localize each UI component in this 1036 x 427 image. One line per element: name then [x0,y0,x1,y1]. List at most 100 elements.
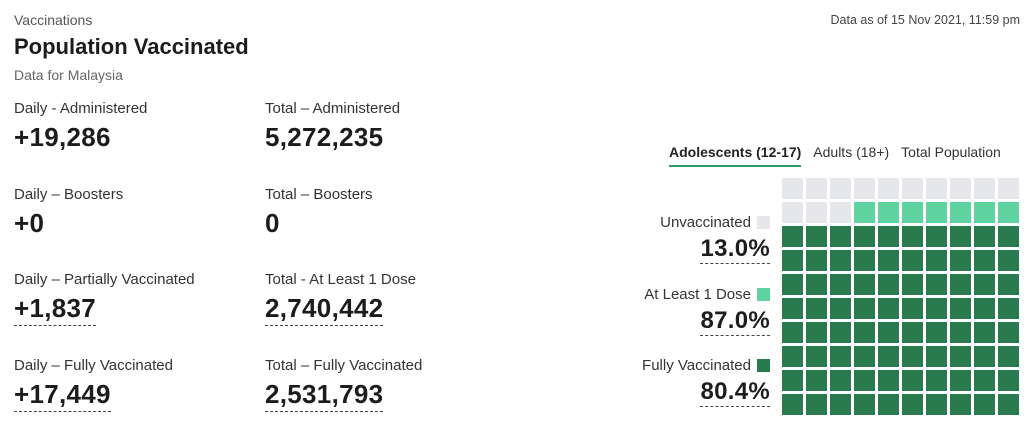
waffle-cell-fully-vaccinated [878,274,899,295]
waffle-cell-fully-vaccinated [950,370,971,391]
stat-total-administered: Total – Administered 5,272,235 [265,100,400,153]
waffle-cell-fully-vaccinated [926,298,947,319]
waffle-cell-unvaccinated [782,178,803,199]
stat-daily-fully-vaccinated: Daily – Fully Vaccinated +17,449 [14,357,173,412]
waffle-cell-fully-vaccinated [854,394,875,415]
legend-value[interactable]: 87.0% [700,307,770,336]
waffle-cell-fully-vaccinated [998,322,1019,343]
waffle-cell-fully-vaccinated [974,394,995,415]
waffle-cell-fully-vaccinated [950,250,971,271]
waffle-cell-fully-vaccinated [998,394,1019,415]
stat-label: Daily – Partially Vaccinated [14,271,195,288]
stat-daily-boosters: Daily – Boosters +0 [14,186,123,239]
waffle-cell-fully-vaccinated [878,298,899,319]
waffle-cell-fully-vaccinated [902,298,923,319]
waffle-cell-fully-vaccinated [830,370,851,391]
stat-label: Daily – Boosters [14,186,124,203]
waffle-cell-unvaccinated [854,178,875,199]
waffle-cell-unvaccinated [830,178,851,199]
waffle-cell-unvaccinated [974,178,995,199]
waffle-cell-fully-vaccinated [950,322,971,343]
waffle-cell-fully-vaccinated [902,370,923,391]
waffle-cell-fully-vaccinated [854,274,875,295]
waffle-cell-unvaccinated [782,202,803,223]
waffle-cell-unvaccinated [806,178,827,199]
waffle-cell-fully-vaccinated [902,346,923,367]
waffle-cell-fully-vaccinated [950,346,971,367]
stat-value: +0 [14,208,45,238]
waffle-cell-fully-vaccinated [926,394,947,415]
waffle-cell-fully-vaccinated [926,346,947,367]
waffle-cell-fully-vaccinated [806,322,827,343]
legend-fully-vaccinated: Fully Vaccinated 80.4% [642,357,770,407]
waffle-cell-fully-vaccinated [806,370,827,391]
stat-value: +19,286 [14,122,111,152]
waffle-cell-fully-vaccinated [902,322,923,343]
waffle-cell-fully-vaccinated [830,226,851,247]
waffle-cell-fully-vaccinated [902,226,923,247]
page-title: Population Vaccinated [14,34,249,59]
waffle-cell-unvaccinated [806,202,827,223]
waffle-cell-first-dose [998,202,1019,223]
waffle-cell-fully-vaccinated [902,274,923,295]
waffle-cell-first-dose [974,202,995,223]
stat-label: Total – Fully Vaccinated [265,357,423,374]
legend-swatch [757,216,770,229]
waffle-cell-fully-vaccinated [806,274,827,295]
waffle-cell-fully-vaccinated [878,394,899,415]
waffle-cell-fully-vaccinated [806,250,827,271]
stat-value: 0 [265,208,280,238]
waffle-cell-unvaccinated [998,178,1019,199]
stat-value[interactable]: +17,449 [14,379,111,412]
stat-label: Daily - Administered [14,100,148,117]
waffle-cell-fully-vaccinated [950,394,971,415]
stat-daily-administered: Daily - Administered +19,286 [14,100,147,153]
tab-adults[interactable]: Adults (18+) [813,144,890,160]
waffle-cell-fully-vaccinated [926,274,947,295]
waffle-cell-fully-vaccinated [950,274,971,295]
stat-label: Daily – Fully Vaccinated [14,357,173,374]
stat-label: Total – Boosters [265,186,373,203]
stat-value: 5,272,235 [265,122,384,152]
waffle-cell-fully-vaccinated [998,346,1019,367]
legend-label: Fully Vaccinated [642,357,751,374]
legend-swatch [757,288,770,301]
population-tabs: Adolescents (12-17) Adults (18+) Total P… [669,144,1001,167]
waffle-cell-unvaccinated [926,178,947,199]
waffle-cell-first-dose [950,202,971,223]
waffle-cell-unvaccinated [950,178,971,199]
stat-total-boosters: Total – Boosters 0 [265,186,373,239]
waffle-cell-fully-vaccinated [998,250,1019,271]
waffle-cell-fully-vaccinated [830,298,851,319]
legend-value[interactable]: 13.0% [700,235,770,264]
waffle-cell-fully-vaccinated [854,370,875,391]
stat-value[interactable]: +1,837 [14,293,97,326]
waffle-cell-fully-vaccinated [854,250,875,271]
legend-label: Unvaccinated [660,214,751,231]
waffle-cell-fully-vaccinated [854,346,875,367]
waffle-cell-fully-vaccinated [974,226,995,247]
stat-value[interactable]: 2,531,793 [265,379,384,412]
waffle-cell-fully-vaccinated [878,250,899,271]
waffle-cell-fully-vaccinated [998,274,1019,295]
tab-total-population[interactable]: Total Population [901,144,1001,160]
waffle-cell-fully-vaccinated [998,298,1019,319]
waffle-cell-fully-vaccinated [854,226,875,247]
waffle-cell-fully-vaccinated [974,274,995,295]
data-as-of: Data as of 15 Nov 2021, 11:59 pm [830,13,1020,27]
waffle-cell-fully-vaccinated [782,226,803,247]
legend-value[interactable]: 80.4% [700,378,770,407]
waffle-cell-fully-vaccinated [782,346,803,367]
legend-at-least-1-dose: At Least 1 Dose 87.0% [644,286,770,336]
waffle-cell-fully-vaccinated [830,250,851,271]
tab-adolescents[interactable]: Adolescents (12-17) [669,144,802,167]
waffle-cell-fully-vaccinated [998,226,1019,247]
stat-value[interactable]: 2,740,442 [265,293,384,326]
waffle-cell-first-dose [902,202,923,223]
waffle-cell-fully-vaccinated [878,370,899,391]
waffle-cell-fully-vaccinated [782,322,803,343]
waffle-cell-fully-vaccinated [854,298,875,319]
waffle-cell-fully-vaccinated [782,394,803,415]
stat-total-fully-vaccinated: Total – Fully Vaccinated 2,531,793 [265,357,422,412]
waffle-chart [782,178,1022,418]
